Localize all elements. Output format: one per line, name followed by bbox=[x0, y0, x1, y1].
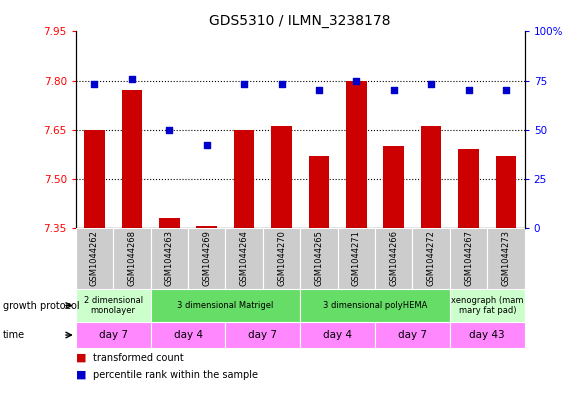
Bar bbox=[263, 228, 300, 289]
Bar bbox=[188, 228, 226, 289]
Text: 3 dimensional Matrigel: 3 dimensional Matrigel bbox=[177, 301, 273, 310]
Text: GSM1044268: GSM1044268 bbox=[128, 230, 136, 286]
Bar bbox=[450, 322, 525, 348]
Bar bbox=[300, 289, 450, 322]
Bar bbox=[384, 146, 404, 228]
Point bbox=[427, 81, 436, 88]
Text: growth protocol: growth protocol bbox=[3, 301, 79, 310]
Bar bbox=[308, 156, 329, 228]
Text: GSM1044266: GSM1044266 bbox=[389, 230, 398, 286]
Bar bbox=[150, 289, 300, 322]
Text: GSM1044271: GSM1044271 bbox=[352, 230, 361, 286]
Point bbox=[90, 81, 99, 88]
Bar bbox=[234, 130, 254, 228]
Bar bbox=[226, 228, 263, 289]
Point bbox=[127, 75, 136, 82]
Text: GSM1044272: GSM1044272 bbox=[427, 230, 436, 286]
Point bbox=[352, 77, 361, 84]
Text: GSM1044265: GSM1044265 bbox=[314, 230, 324, 286]
Bar bbox=[487, 228, 525, 289]
Point bbox=[240, 81, 249, 88]
Text: GSM1044262: GSM1044262 bbox=[90, 230, 99, 286]
Text: ■: ■ bbox=[76, 353, 86, 363]
Bar bbox=[150, 322, 226, 348]
Point bbox=[501, 87, 511, 94]
Text: day 7: day 7 bbox=[398, 330, 427, 340]
Bar bbox=[450, 228, 487, 289]
Text: GSM1044267: GSM1044267 bbox=[464, 230, 473, 286]
Text: xenograph (mam
mary fat pad): xenograph (mam mary fat pad) bbox=[451, 296, 524, 315]
Bar bbox=[421, 127, 441, 228]
Text: GSM1044264: GSM1044264 bbox=[240, 230, 248, 286]
Bar bbox=[346, 81, 367, 228]
Text: time: time bbox=[3, 330, 25, 340]
Bar bbox=[76, 228, 113, 289]
Text: day 4: day 4 bbox=[323, 330, 352, 340]
Bar bbox=[300, 322, 375, 348]
Bar bbox=[159, 218, 180, 228]
Text: 2 dimensional
monolayer: 2 dimensional monolayer bbox=[83, 296, 143, 315]
Bar bbox=[375, 228, 412, 289]
Point bbox=[389, 87, 398, 94]
Text: day 43: day 43 bbox=[469, 330, 505, 340]
Point bbox=[464, 87, 473, 94]
Text: 3 dimensional polyHEMA: 3 dimensional polyHEMA bbox=[323, 301, 427, 310]
Text: GSM1044269: GSM1044269 bbox=[202, 230, 211, 286]
Bar bbox=[458, 149, 479, 228]
Bar bbox=[338, 228, 375, 289]
Text: day 7: day 7 bbox=[99, 330, 128, 340]
Bar bbox=[375, 322, 450, 348]
Bar bbox=[84, 130, 105, 228]
Text: GSM1044273: GSM1044273 bbox=[501, 230, 511, 286]
Text: transformed count: transformed count bbox=[93, 353, 184, 363]
Text: ■: ■ bbox=[76, 369, 86, 380]
Bar bbox=[300, 228, 338, 289]
Bar bbox=[196, 226, 217, 228]
Text: GSM1044263: GSM1044263 bbox=[165, 230, 174, 286]
Bar bbox=[271, 127, 292, 228]
Bar bbox=[76, 322, 150, 348]
Text: day 4: day 4 bbox=[174, 330, 202, 340]
Bar bbox=[122, 90, 142, 228]
Point bbox=[277, 81, 286, 88]
Bar bbox=[226, 322, 300, 348]
Text: percentile rank within the sample: percentile rank within the sample bbox=[93, 369, 258, 380]
Bar bbox=[113, 228, 150, 289]
Bar bbox=[150, 228, 188, 289]
Point bbox=[202, 142, 212, 149]
Text: GSM1044270: GSM1044270 bbox=[277, 230, 286, 286]
Bar bbox=[76, 289, 150, 322]
Bar bbox=[450, 289, 525, 322]
Point bbox=[164, 127, 174, 133]
Title: GDS5310 / ILMN_3238178: GDS5310 / ILMN_3238178 bbox=[209, 14, 391, 28]
Bar bbox=[412, 228, 450, 289]
Point bbox=[314, 87, 324, 94]
Text: day 7: day 7 bbox=[248, 330, 278, 340]
Bar bbox=[496, 156, 517, 228]
